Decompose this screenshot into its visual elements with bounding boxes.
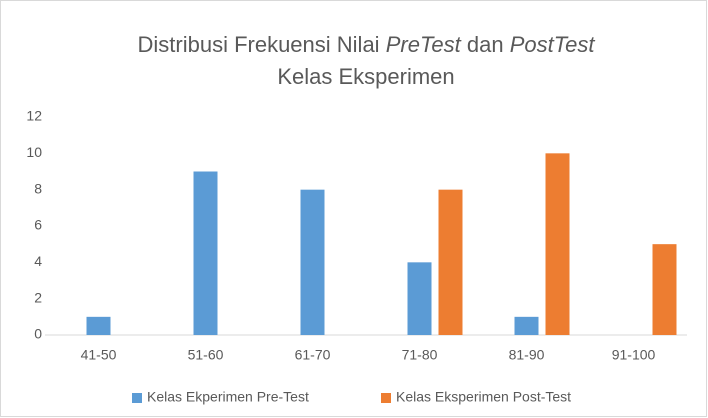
x-tick-label: 81-90 [509, 347, 545, 363]
y-tick-label: 12 [26, 108, 42, 124]
x-tick-label: 91-100 [612, 347, 656, 363]
chart-title: Kelas Eksperimen [277, 64, 454, 89]
title-part: PostTest [510, 32, 596, 57]
legend-swatch [132, 393, 142, 403]
bar [193, 171, 218, 335]
bar [514, 316, 539, 335]
bar [652, 244, 677, 335]
bar [407, 262, 432, 335]
x-tick-label: 71-80 [402, 347, 438, 363]
bar [86, 316, 111, 335]
legend-swatch [381, 393, 391, 403]
title-part: PreTest [386, 32, 462, 57]
y-tick-label: 4 [34, 253, 42, 269]
title-part: dan [467, 32, 504, 57]
y-tick-label: 8 [34, 180, 42, 196]
chart-title: Distribusi Frekuensi Nilai PreTest dan P… [138, 32, 596, 57]
y-tick-label: 6 [34, 217, 42, 233]
x-tick-label: 61-70 [295, 347, 331, 363]
y-tick-label: 10 [26, 144, 42, 160]
bar [300, 189, 325, 335]
legend-label: Kelas Ekperimen Pre-Test [147, 389, 309, 405]
title-part: Distribusi Frekuensi Nilai [138, 32, 380, 57]
bar [438, 189, 463, 335]
x-tick-label: 41-50 [81, 347, 117, 363]
y-tick-label: 0 [34, 326, 42, 342]
bar [545, 153, 570, 335]
y-tick-label: 2 [34, 289, 42, 305]
legend-label: Kelas Eksperimen Post-Test [396, 389, 571, 405]
x-tick-label: 51-60 [188, 347, 224, 363]
